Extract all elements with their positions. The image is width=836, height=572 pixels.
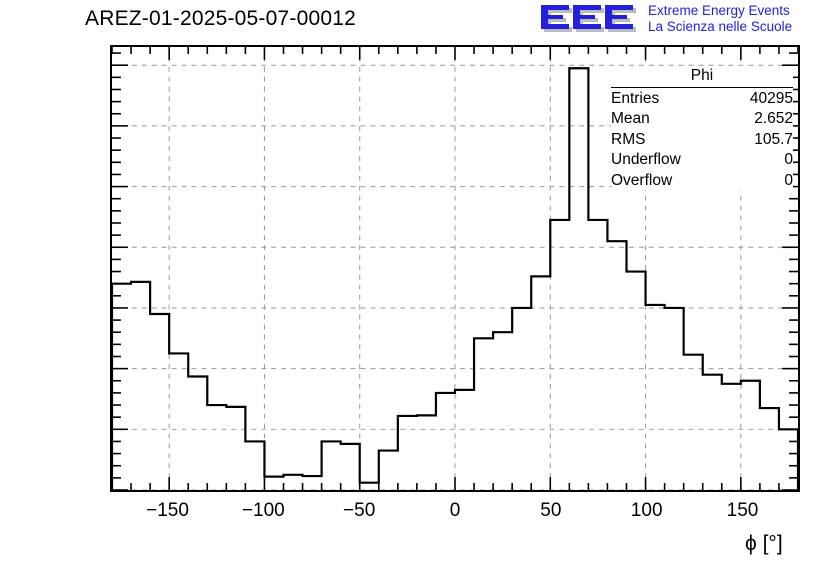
stats-row: Underflow 0 <box>611 149 793 170</box>
stats-value: 0 <box>784 151 793 168</box>
eee-logo-text: Extreme Energy Events La Scienza nelle S… <box>648 3 836 35</box>
eee-logo-line2: La Scienza nelle Scuole <box>648 19 793 34</box>
page-title: AREZ-01-2025-05-07-00012 <box>85 7 356 30</box>
x-axis-title: ϕ [°] <box>745 532 783 555</box>
stats-key: Entries <box>611 89 660 107</box>
x-tick-label: 50 <box>540 500 562 521</box>
stats-value: 2.652 <box>754 110 793 127</box>
stats-value: 40295 <box>749 89 793 107</box>
eee-mark-icon <box>541 5 636 32</box>
eee-logo-line1: Extreme Energy Events <box>648 3 790 18</box>
stats-key: Mean <box>611 110 650 127</box>
stats-row: RMS 105.7 <box>611 129 793 150</box>
stats-row: Entries 40295 <box>611 88 793 109</box>
x-tick-label: 0 <box>449 500 461 521</box>
y-tick-label-group: 6007008009001000110012001300 <box>0 0 104 572</box>
stats-key: RMS <box>611 130 646 148</box>
histogram-data-layer <box>112 67 798 490</box>
stats-value: 105.7 <box>754 130 793 148</box>
stats-row: Overflow 0 <box>611 170 793 191</box>
plot-frame <box>110 45 800 492</box>
eee-logo: Extreme Energy Events La Scienza nelle S… <box>540 2 832 38</box>
stats-key: Underflow <box>611 151 681 168</box>
x-tick-label: 100 <box>630 500 663 521</box>
grid-layer <box>112 47 798 490</box>
stats-title: Phi <box>611 66 793 88</box>
stats-row: Mean 2.652 <box>611 108 793 129</box>
x-tick-label: −100 <box>241 500 285 521</box>
x-tick-label: 150 <box>726 500 759 521</box>
stats-value: 0 <box>784 171 793 189</box>
stats-key: Overflow <box>611 171 673 189</box>
x-tick-label: −50 <box>343 500 376 521</box>
x-tick-label: −150 <box>146 500 189 521</box>
stats-rows: Entries 40295 Mean 2.652 RMS 105.7 Underflow 0 O… <box>611 88 793 191</box>
stats-box: Phi Entries 40295 Mean 2.652 RMS 105.7 Underfl… <box>611 66 793 190</box>
